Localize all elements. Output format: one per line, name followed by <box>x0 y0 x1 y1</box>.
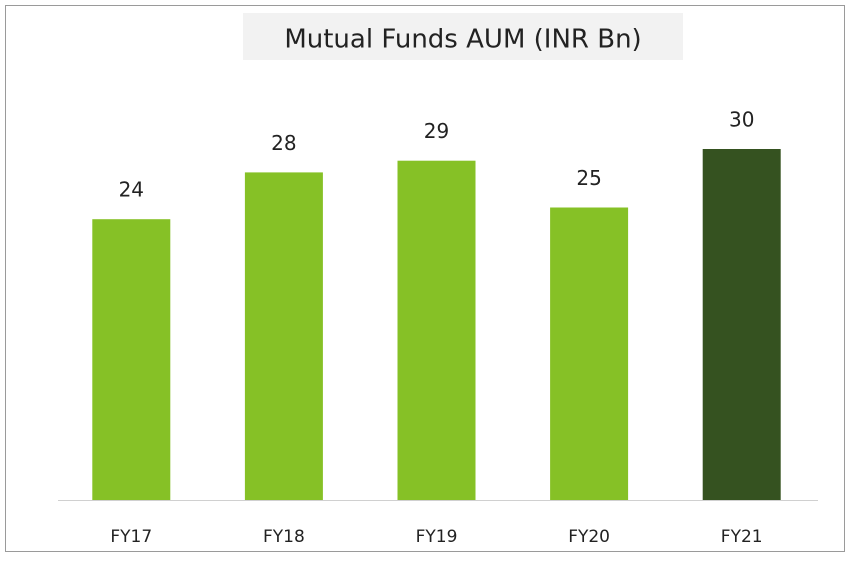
chart-title: Mutual Funds AUM (INR Bn) <box>284 25 641 55</box>
bar <box>550 207 629 500</box>
bar <box>92 219 171 500</box>
data-label: 25 <box>576 166 601 190</box>
data-label: 28 <box>271 131 296 155</box>
data-label: 29 <box>424 119 449 143</box>
data-label: 24 <box>119 178 144 202</box>
x-tick-label: FY17 <box>110 527 152 547</box>
data-label: 30 <box>729 108 754 132</box>
bar <box>397 160 476 500</box>
title-background <box>243 13 683 60</box>
x-tick-label: FY18 <box>263 527 305 547</box>
x-tick-label: FY21 <box>721 527 763 547</box>
bar <box>244 172 323 500</box>
bar <box>702 149 781 500</box>
x-tick-label: FY20 <box>568 527 610 547</box>
x-tick-label: FY19 <box>416 527 458 547</box>
